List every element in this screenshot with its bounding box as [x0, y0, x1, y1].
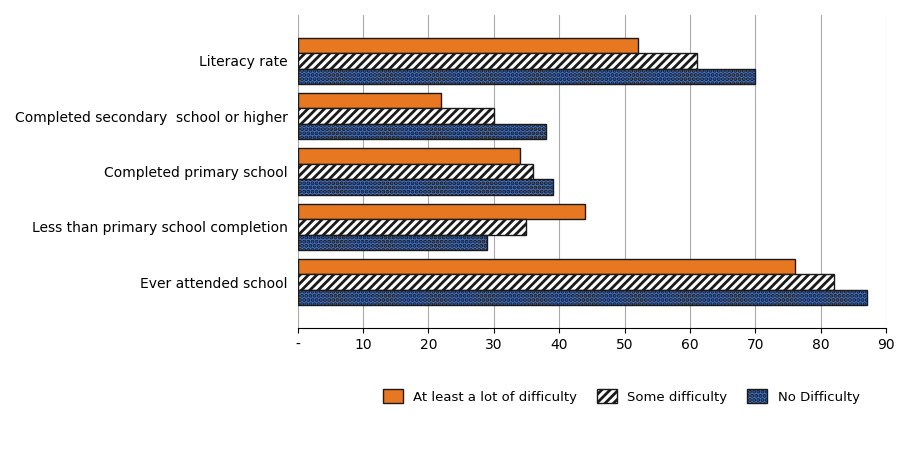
Bar [298, 164, 533, 179]
Bar [298, 219, 527, 234]
Bar [298, 53, 696, 69]
Bar [298, 124, 546, 139]
Bar [298, 69, 755, 84]
Bar [298, 148, 520, 164]
Bar [298, 274, 834, 290]
Bar [298, 259, 794, 274]
Bar [298, 93, 441, 109]
Bar [298, 290, 866, 305]
Bar [298, 38, 638, 53]
Bar [298, 179, 552, 195]
Bar [298, 203, 585, 219]
Bar [298, 234, 487, 250]
Legend: At least a lot of difficulty, Some difficulty, No Difficulty: At least a lot of difficulty, Some diffi… [378, 384, 865, 409]
Bar [298, 109, 494, 124]
